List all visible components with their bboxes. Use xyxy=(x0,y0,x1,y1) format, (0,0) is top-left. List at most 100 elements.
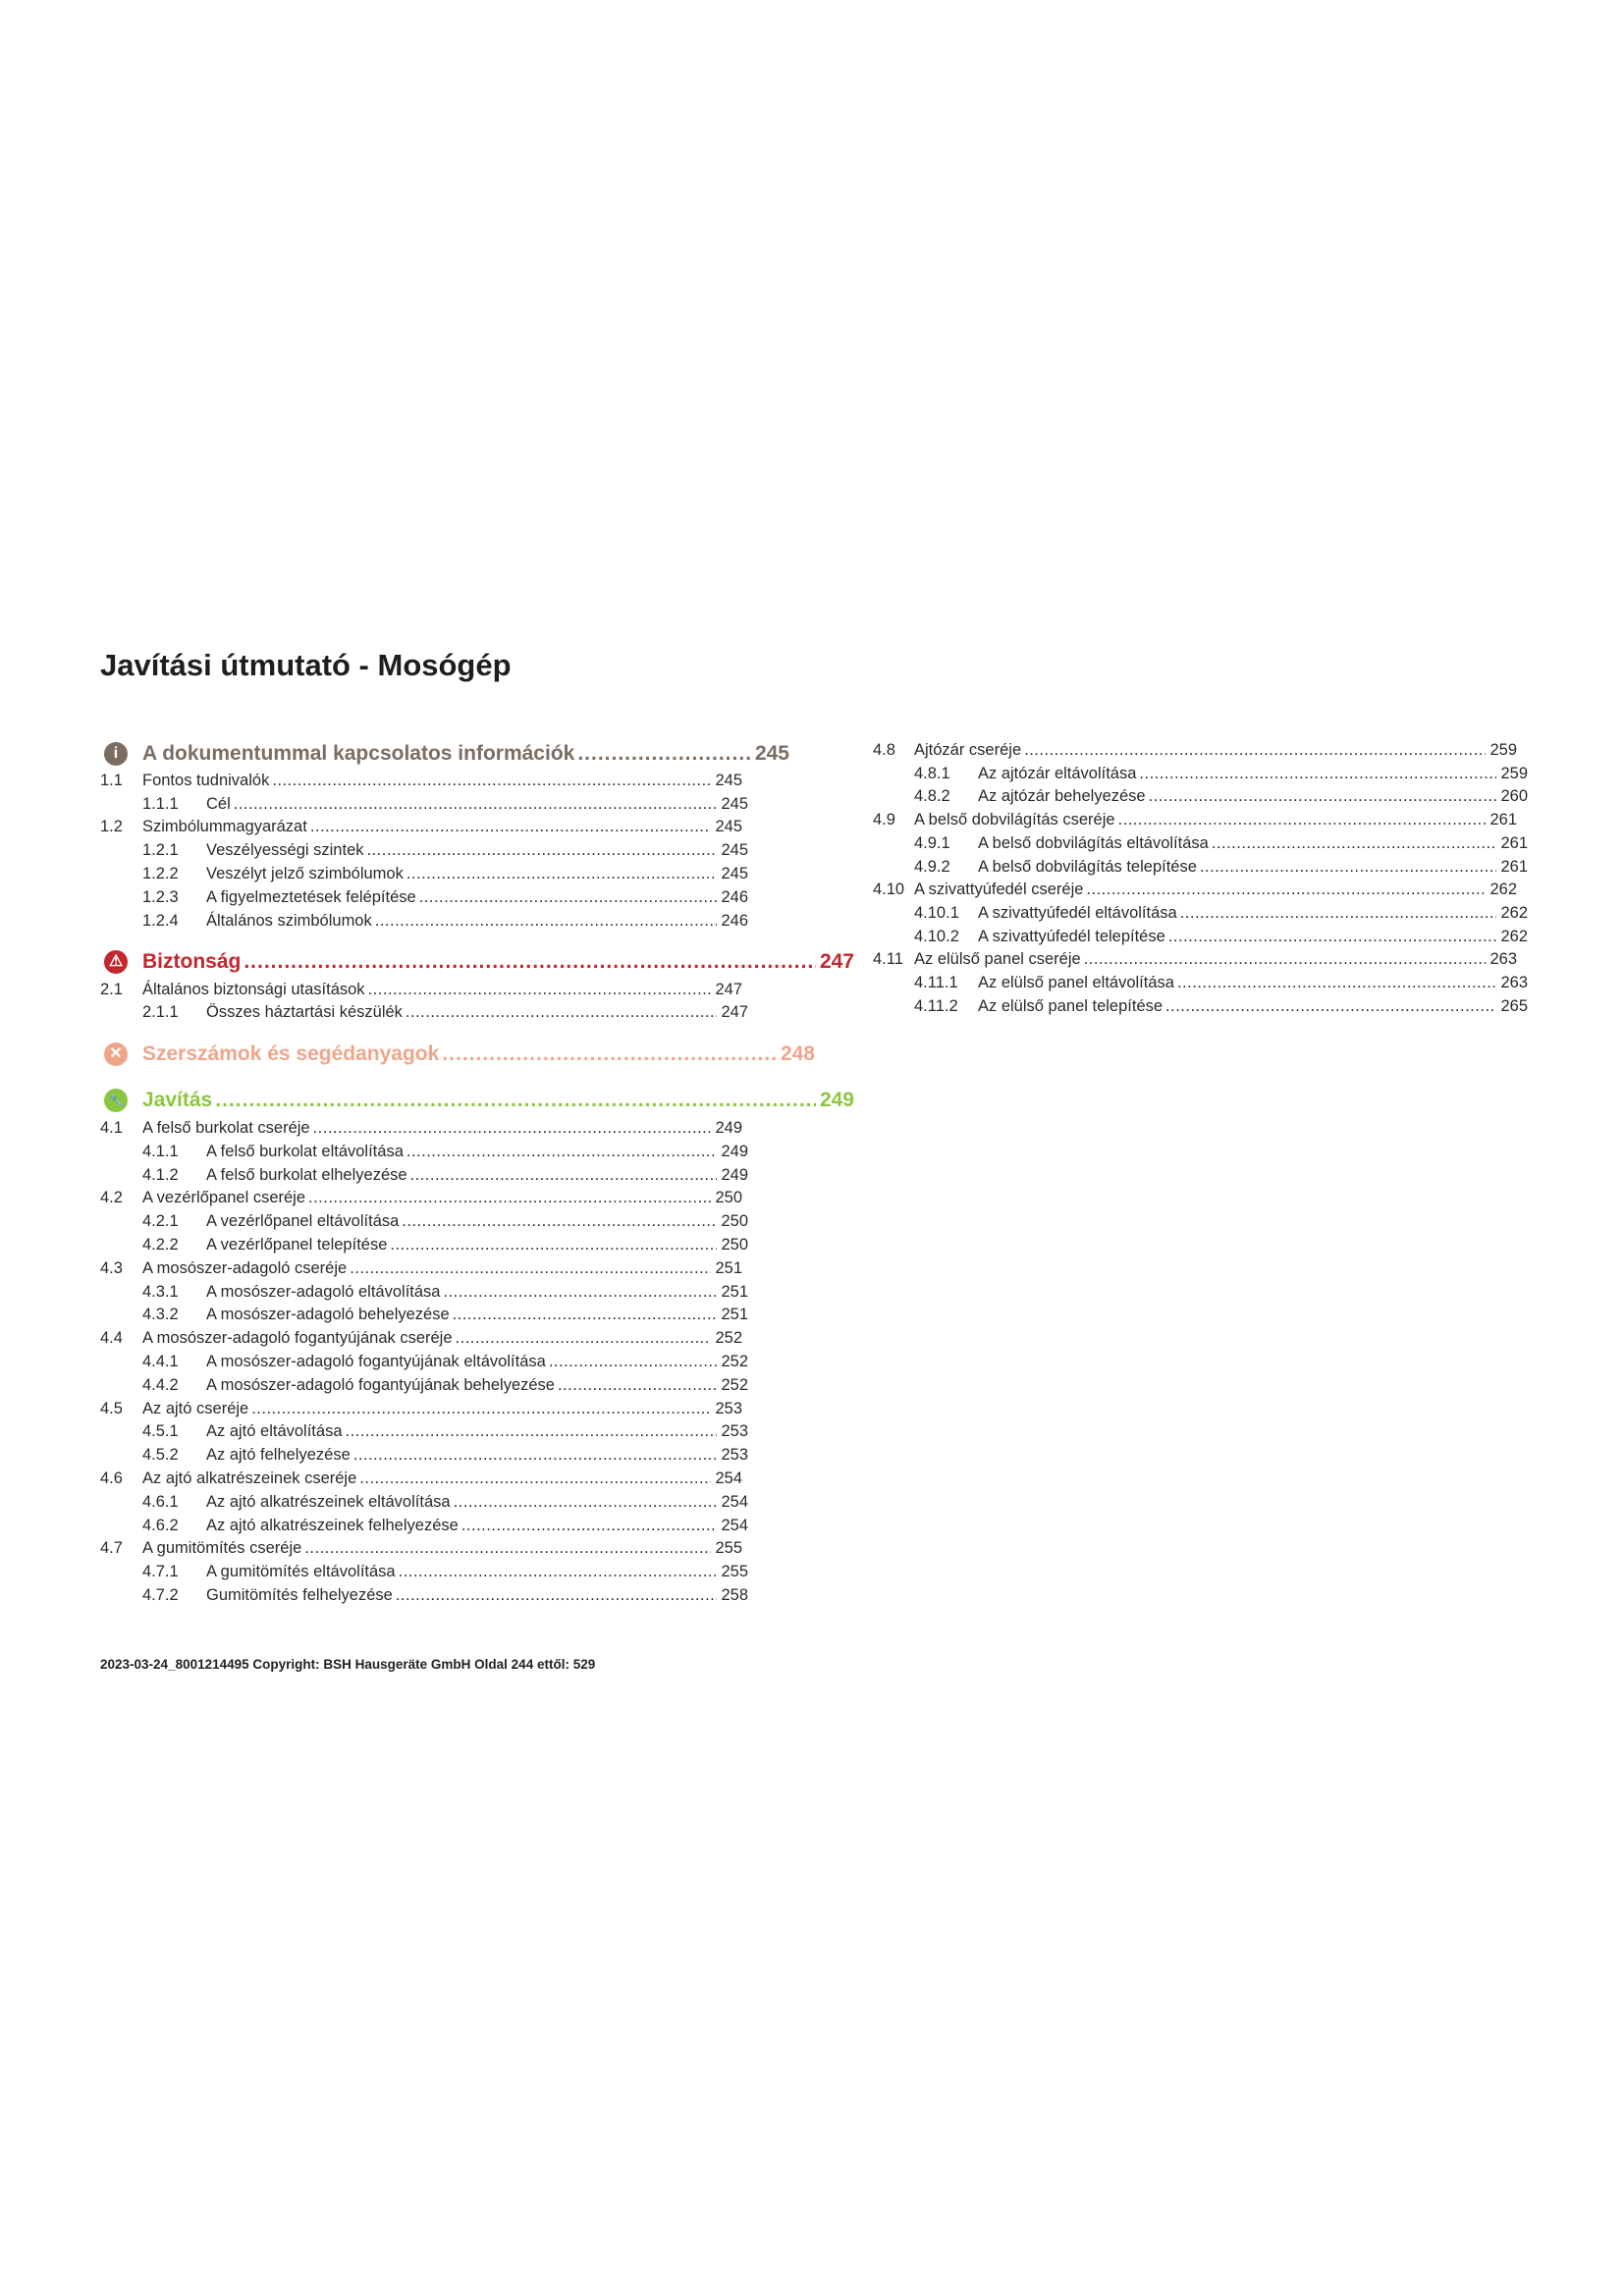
toc-entry-page: 263 xyxy=(1489,950,1517,969)
toc-entry[interactable]: 4.5.1 Az ajtó eltávolítása 253 xyxy=(142,1419,748,1443)
toc-entry-title: A vezérlőpanel telepítése xyxy=(206,1236,388,1254)
dot-leader xyxy=(454,1490,718,1514)
wrench-icon: 🔧 xyxy=(104,1089,128,1112)
toc-entry[interactable]: 1.1 Fontos tudnivalók 245 xyxy=(100,769,742,792)
toc-entry-page: 253 xyxy=(715,1399,742,1417)
dot-leader xyxy=(1165,994,1496,1018)
toc-entry[interactable]: 4.7.2 Gumitömítés felhelyezése 258 xyxy=(142,1583,748,1607)
dot-leader xyxy=(1139,762,1496,785)
toc-entry-title: Az ajtó alkatrészeinek eltávolítása xyxy=(206,1492,451,1511)
toc-entry[interactable]: 4.10 A szivattyúfedél cseréje 262 xyxy=(873,878,1517,901)
toc-entry-page: 247 xyxy=(715,981,742,998)
toc-entry-number: 4.3 xyxy=(100,1258,123,1277)
toc-entry-page: 249 xyxy=(715,1119,742,1137)
toc-section-heading[interactable]: 🔧 Javítás 249 xyxy=(104,1086,854,1115)
toc-entry[interactable]: 4.5 Az ajtó cseréje 253 xyxy=(100,1397,742,1420)
toc-entry[interactable]: 4.3 A mosószer-adagoló cseréje 251 xyxy=(100,1256,742,1280)
toc-entry[interactable]: 4.9 A belső dobvilágítás cseréje 261 xyxy=(873,808,1517,831)
toc-entry[interactable]: 4.10.2 A szivattyúfedél telepítése 262 xyxy=(914,925,1528,948)
toc-entry-number: 4.5.2 xyxy=(142,1446,179,1465)
warning-triangle-icon: ⚠ xyxy=(104,950,128,974)
toc-entry[interactable]: 1.2.3 A figyelmeztetések felépítése 246 xyxy=(142,885,748,909)
toc-entry-page: 245 xyxy=(721,795,748,813)
toc-entry[interactable]: 4.2.1 A vezérlőpanel eltávolítása 250 xyxy=(142,1209,748,1233)
toc-entry[interactable]: 4.6 Az ajtó alkatrészeinek cseréje 254 xyxy=(100,1467,742,1490)
toc-entry[interactable]: 4.4.1 A mosószer-adagoló fogantyújának el… xyxy=(142,1350,748,1373)
toc-entry-page: 259 xyxy=(1500,764,1528,782)
toc-entry[interactable]: 4.2 A vezérlőpanel cseréje 250 xyxy=(100,1186,742,1209)
toc-entry[interactable]: 4.3.2 A mosószer-adagoló behelyezése 251 xyxy=(142,1303,748,1326)
dot-leader xyxy=(456,1326,712,1350)
toc-section-heading[interactable]: ⚠ Biztonság 247 xyxy=(104,947,854,977)
toc-entry-title: Az ajtó alkatrészeinek cseréje xyxy=(142,1469,357,1487)
toc-entry[interactable]: 4.10.1 A szivattyúfedél eltávolítása 262 xyxy=(914,901,1528,925)
dot-leader xyxy=(390,1233,717,1256)
toc-entry[interactable]: 4.6.2 Az ajtó alkatrészeinek felhelyezése… xyxy=(142,1514,748,1537)
toc-entry[interactable]: 4.1 A felső burkolat cseréje 249 xyxy=(100,1116,742,1140)
toc-entry[interactable]: 4.8.1 Az ajtózár eltávolítása 259 xyxy=(914,762,1528,785)
toc-entry[interactable]: 1.2.2 Veszélyt jelző szimbólumok 245 xyxy=(142,862,748,885)
toc-entry-page: 246 xyxy=(721,888,748,906)
toc-entry[interactable]: 4.5.2 Az ajtó felhelyezése 253 xyxy=(142,1443,748,1467)
toc-entry[interactable]: 4.1.1 A felső burkolat eltávolítása 249 xyxy=(142,1140,748,1163)
toc-entry-title: Biztonság xyxy=(142,950,242,973)
toc-entry-page: 249 xyxy=(721,1142,748,1160)
toc-entry-page: 251 xyxy=(715,1258,742,1277)
toc-entry-title: A felső burkolat eltávolítása xyxy=(206,1142,404,1160)
toc-entry-page: 250 xyxy=(721,1236,748,1254)
toc-entry[interactable]: 4.8.2 Az ajtózár behelyezése 260 xyxy=(914,784,1528,808)
toc-entry[interactable]: 4.8 Ajtózár cseréje 259 xyxy=(873,738,1517,762)
toc-entry-number: 4.8 xyxy=(873,741,895,759)
toc-entry-title: A szivattyúfedél eltávolítása xyxy=(978,903,1177,922)
toc-entry[interactable]: 4.9.1 A belső dobvilágítás eltávolítása 26… xyxy=(914,831,1528,855)
dot-leader xyxy=(402,1209,717,1233)
toc-entry[interactable]: 1.1.1 Cél 245 xyxy=(142,792,748,816)
toc-entry[interactable]: 1.2 Szimbólummagyarázat 245 xyxy=(100,815,742,838)
toc-entry-page: 245 xyxy=(754,742,789,765)
toc-entry[interactable]: 2.1 Általános biztonsági utasítások 247 xyxy=(100,978,742,1001)
toc-entry-page: 262 xyxy=(1500,927,1528,945)
dot-leader xyxy=(368,978,712,1001)
toc-entry-page: 247 xyxy=(721,1003,748,1021)
toc-entry[interactable]: 4.1.2 A felső burkolat elhelyezése 249 xyxy=(142,1163,748,1187)
toc-entry-page: 258 xyxy=(721,1586,748,1604)
toc-entry-title: Az elülső panel cseréje xyxy=(914,950,1081,969)
dot-leader xyxy=(375,909,718,933)
dot-leader xyxy=(406,1140,718,1163)
toc-entry-page: 245 xyxy=(721,865,748,882)
toc-entry[interactable]: 4.9.2 A belső dobvilágítás telepítése 261 xyxy=(914,855,1528,879)
toc-entry[interactable]: 4.2.2 A vezérlőpanel telepítése 250 xyxy=(142,1233,748,1256)
toc-entry[interactable]: 4.11.1 Az elülső panel eltávolítása 263 xyxy=(914,971,1528,994)
toc-entry[interactable]: 4.7 A gumitömítés cseréje 255 xyxy=(100,1536,742,1560)
toc-entry[interactable]: 4.11.2 Az elülső panel telepítése 265 xyxy=(914,994,1528,1018)
toc-entry-number: 4.5 xyxy=(100,1399,123,1417)
toc-entry[interactable]: 4.7.1 A gumitömítés eltávolítása 255 xyxy=(142,1560,748,1583)
toc-entry-page: 253 xyxy=(721,1446,748,1465)
toc-entry-title: A belső dobvilágítás cseréje xyxy=(914,811,1115,829)
toc-section-heading[interactable]: i A dokumentummal kapcsolatos információk… xyxy=(104,739,789,769)
toc-entry[interactable]: 1.2.1 Veszélyességi szintek 245 xyxy=(142,838,748,862)
toc-section-heading[interactable]: ✕ Szerszámok és segédanyagok 248 xyxy=(104,1040,815,1069)
toc-entry-number: 4.11 xyxy=(873,950,903,969)
dot-leader xyxy=(251,1397,711,1420)
toc-entry-title: A gumitömítés cseréje xyxy=(142,1539,302,1558)
toc-entry-title: Az ajtó cseréje xyxy=(142,1399,249,1417)
toc-entry-number: 4.2.2 xyxy=(142,1236,179,1254)
toc-entry[interactable]: 4.6.1 Az ajtó alkatrészeinek eltávolítása… xyxy=(142,1490,748,1514)
toc-entry[interactable]: 1.2.4 Általános szimbólumok 246 xyxy=(142,909,748,933)
toc-entry-page: 260 xyxy=(1500,787,1528,806)
toc-entry[interactable]: 4.4 A mosószer-adagoló fogantyújának cser… xyxy=(100,1326,742,1350)
toc-entry-title: A mosószer-adagoló behelyezése xyxy=(206,1306,450,1324)
toc-entry-number: 4.7.1 xyxy=(142,1563,179,1581)
toc-entry[interactable]: 4.11 Az elülső panel cseréje 263 xyxy=(873,947,1517,971)
dot-leader xyxy=(346,1419,718,1443)
toc-entry[interactable]: 2.1.1 Összes háztartási készülék 247 xyxy=(142,1000,748,1024)
dot-leader xyxy=(1086,878,1486,901)
dot-leader xyxy=(350,1256,711,1280)
toc-entry-title: Az elülső panel telepítése xyxy=(978,996,1164,1015)
toc-entry-title: Gumitömítés felhelyezése xyxy=(206,1586,393,1604)
toc-entry[interactable]: 4.4.2 A mosószer-adagoló fogantyújának be… xyxy=(142,1373,748,1397)
toc-entry-page: 259 xyxy=(1489,741,1517,759)
toc-entry[interactable]: 4.3.1 A mosószer-adagoló eltávolítása 251 xyxy=(142,1280,748,1304)
toc-entry-number: 4.6.1 xyxy=(142,1492,179,1511)
